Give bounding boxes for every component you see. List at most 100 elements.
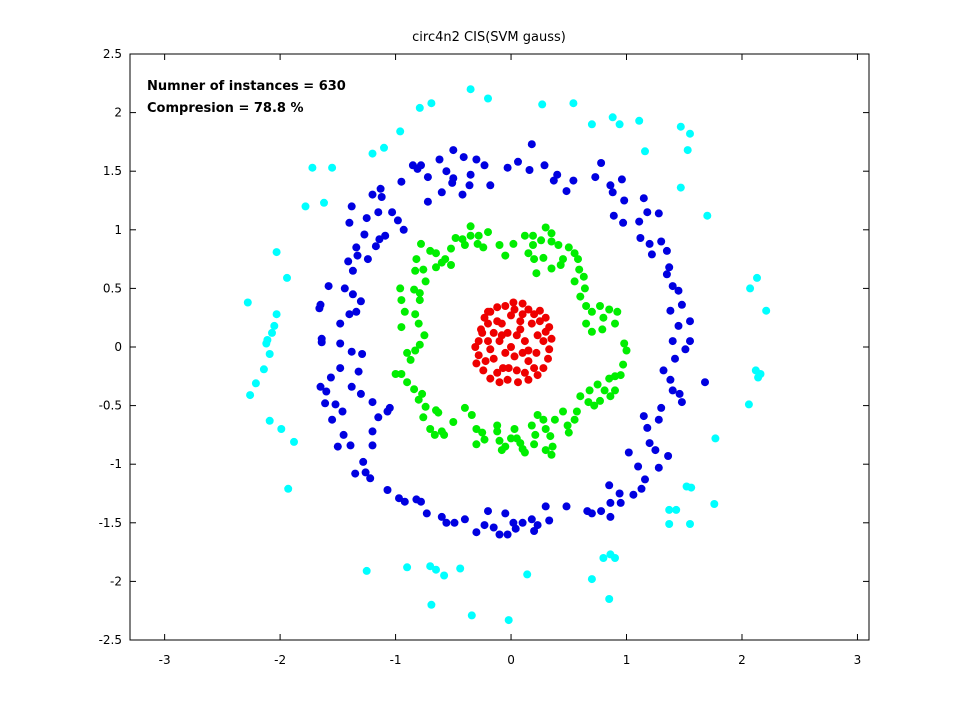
data-point <box>665 520 674 528</box>
y-axis: -2.5 -2 -1.5 -1 -0.5 0 0.5 1 1.5 2 2.5 <box>99 47 869 647</box>
data-point <box>547 334 556 343</box>
data-point <box>383 486 392 494</box>
data-point <box>423 173 432 182</box>
data-point <box>606 498 615 507</box>
data-point <box>265 350 274 358</box>
data-point <box>415 296 424 305</box>
data-point <box>432 565 440 574</box>
data-point <box>504 364 513 373</box>
data-point <box>403 563 412 572</box>
data-point <box>539 415 548 424</box>
data-point <box>442 518 451 527</box>
data-point <box>547 229 556 238</box>
data-point <box>426 246 435 255</box>
data-point <box>593 380 602 389</box>
data-point <box>641 147 649 156</box>
data-point <box>671 354 679 363</box>
data-point <box>450 518 459 527</box>
data-point <box>417 161 425 170</box>
data-point <box>423 197 432 206</box>
data-point <box>368 441 377 450</box>
data-point <box>547 450 556 459</box>
data-point <box>474 231 483 240</box>
data-point <box>530 527 539 535</box>
data-point <box>675 389 684 398</box>
data-point <box>569 99 578 108</box>
data-point <box>535 306 544 315</box>
data-point <box>524 305 533 314</box>
data-point <box>262 339 271 348</box>
data-point <box>480 435 489 444</box>
data-point <box>639 412 648 421</box>
data-point <box>676 122 685 131</box>
data-point <box>321 399 330 408</box>
data-point <box>417 239 425 248</box>
data-point <box>326 373 335 382</box>
data-point <box>459 153 468 162</box>
data-point <box>397 323 406 332</box>
y-tick-label: -0.5 <box>99 399 122 413</box>
data-point <box>527 140 536 149</box>
data-point <box>666 375 675 384</box>
data-point <box>605 481 614 490</box>
data-point <box>472 528 481 537</box>
data-point <box>686 317 694 326</box>
data-point <box>412 495 421 504</box>
chart-title: circ4n2 CIS(SVM gauss) <box>412 30 566 45</box>
data-point <box>520 448 529 457</box>
data-point <box>489 354 498 363</box>
data-point <box>574 255 582 264</box>
data-point <box>562 502 571 511</box>
data-point <box>637 484 646 493</box>
data-point <box>672 505 681 514</box>
data-point <box>530 364 539 373</box>
data-point <box>345 218 354 227</box>
data-point <box>388 208 397 217</box>
x-tick-label: -1 <box>390 653 402 667</box>
data-point <box>466 222 475 231</box>
data-point <box>512 331 521 340</box>
data-point <box>472 440 481 449</box>
data-point <box>460 515 469 524</box>
data-point <box>434 408 443 417</box>
data-point <box>493 303 502 312</box>
data-point <box>381 231 390 240</box>
data-point <box>629 490 638 499</box>
data-point <box>541 313 550 322</box>
data-point <box>432 263 440 272</box>
data-point <box>541 425 550 433</box>
data-point <box>331 400 340 409</box>
data-point <box>270 321 279 330</box>
data-point <box>481 357 490 366</box>
data-point <box>460 241 469 249</box>
data-point <box>411 310 420 319</box>
data-point <box>493 368 502 377</box>
data-point <box>486 307 495 316</box>
data-point <box>503 163 512 172</box>
data-point <box>366 474 375 483</box>
data-point <box>467 411 476 419</box>
data-point <box>665 505 674 514</box>
data-point <box>374 413 383 422</box>
data-point <box>397 370 406 378</box>
data-point <box>495 378 504 387</box>
data-point <box>527 421 536 430</box>
data-point <box>396 284 405 293</box>
data-point <box>509 239 518 248</box>
data-point <box>611 319 619 328</box>
data-point <box>541 446 550 455</box>
data-point <box>520 231 529 240</box>
data-point <box>415 103 424 112</box>
data-point <box>497 331 506 340</box>
data-point <box>662 270 671 279</box>
data-point <box>516 317 525 326</box>
data-point <box>410 285 419 294</box>
data-point <box>347 347 356 356</box>
data-point <box>430 430 439 439</box>
data-point <box>582 319 591 328</box>
data-point <box>353 251 362 260</box>
data-point <box>654 209 663 218</box>
data-point <box>634 462 643 471</box>
data-point <box>530 440 539 449</box>
